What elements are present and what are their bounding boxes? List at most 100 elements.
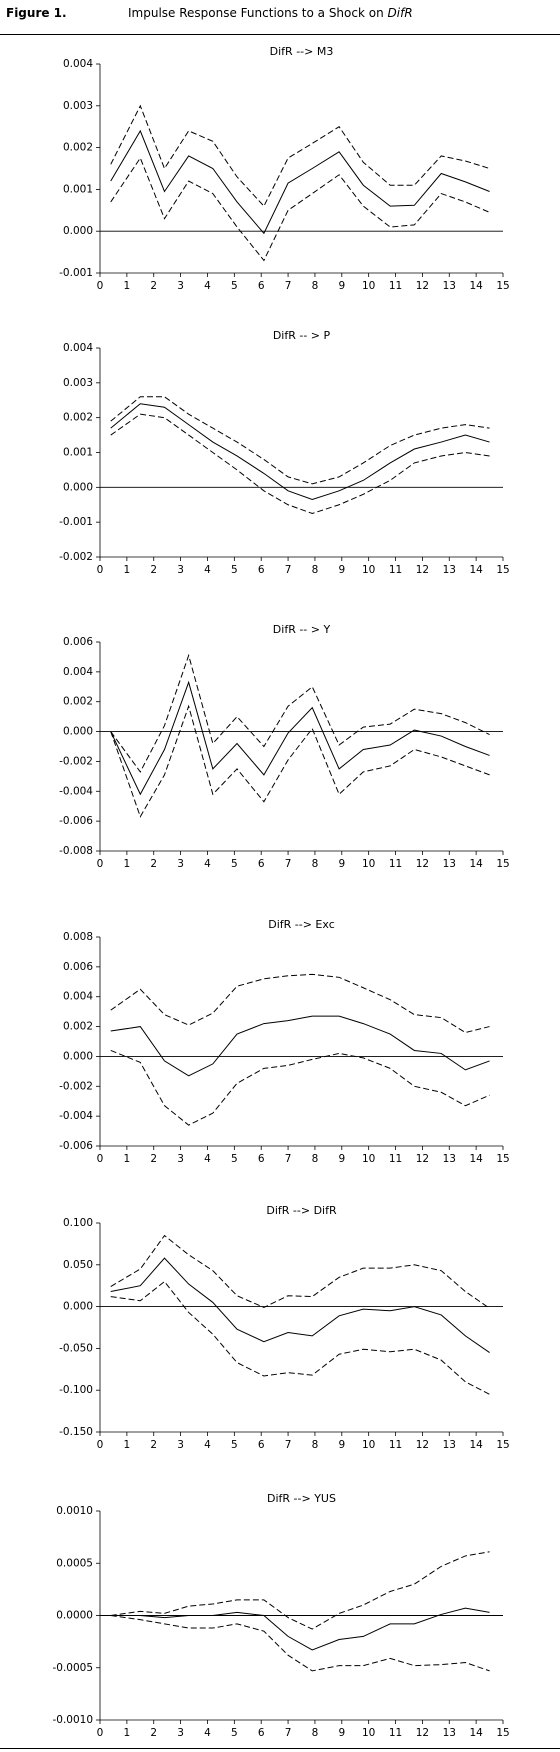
y-tick-label: 0.0000 [56,1610,93,1622]
x-tick-label: 3 [177,1439,184,1451]
x-tick-label: 7 [285,1153,292,1165]
x-tick-label: 15 [496,280,509,292]
x-tick-label: 13 [443,280,456,292]
x-tick-label: 13 [443,858,456,870]
x-tick-label: 3 [177,564,184,576]
x-tick-label: 1 [124,858,131,870]
y-tick-label: 0.0010 [56,1505,93,1517]
x-tick-label: 2 [150,1439,157,1451]
chart-title: DifR --> YUS [267,1492,336,1505]
x-tick-label: 15 [496,1439,509,1451]
x-tick-label: 14 [469,1153,483,1165]
x-tick-label: 6 [258,1439,265,1451]
y-tick-label: -0.002 [59,1080,93,1092]
x-tick-label: 12 [416,1153,429,1165]
y-tick-label: 0.000 [63,726,93,738]
x-tick-label: 3 [177,280,184,292]
x-tick-label: 9 [338,280,345,292]
x-tick-label: 3 [177,1727,184,1739]
figure-label: Figure 1. [6,6,67,20]
x-tick-label: 15 [496,1153,509,1165]
y-tick-label: 0.100 [63,1217,93,1229]
band-line [110,973,490,1034]
x-tick-label: 2 [150,564,157,576]
x-tick-label: 8 [312,858,319,870]
x-tick-label: 8 [312,1153,319,1165]
x-tick-label: 8 [312,564,319,576]
band-line [110,1049,490,1126]
y-tick-label: -0.001 [59,516,93,528]
y-tick-label: -0.002 [59,755,93,767]
x-tick-label: 10 [362,858,375,870]
x-tick-label: 2 [150,858,157,870]
x-tick-label: 2 [150,1727,157,1739]
y-tick-label: 0.050 [63,1259,93,1271]
y-tick-label: -0.006 [59,1140,93,1152]
band-line [110,653,490,773]
x-tick-label: 14 [469,280,483,292]
x-tick-label: 15 [496,1727,509,1739]
x-tick-label: 11 [389,1727,402,1739]
x-tick-label: 0 [97,564,104,576]
y-tick-label: 0.004 [63,666,93,678]
y-tick-label: 0.002 [63,142,93,154]
y-tick-label: -0.0010 [52,1714,93,1726]
x-tick-label: 14 [469,858,483,870]
x-tick-label: 10 [362,1153,375,1165]
x-tick-label: 15 [496,858,509,870]
chart-title: DifR -- > Y [273,623,331,636]
x-tick-label: 14 [469,1439,483,1451]
band-line [110,1615,490,1672]
y-tick-label: 0.004 [63,58,93,70]
y-tick-label: 0.001 [63,183,93,195]
x-tick-label: 12 [416,1727,429,1739]
y-tick-label: 0.004 [63,342,93,354]
x-tick-label: 5 [231,280,238,292]
x-tick-label: 6 [258,564,265,576]
x-tick-label: 12 [416,564,429,576]
bottom-rule [0,1748,560,1749]
figure-title-text: Impulse Response Functions to a Shock on [128,6,384,20]
x-tick-label: 1 [124,280,131,292]
band-line [110,704,490,818]
y-tick-label: 0.001 [63,447,93,459]
x-tick-label: 10 [362,564,375,576]
y-tick-label: -0.150 [59,1426,93,1438]
x-tick-label: 14 [469,1727,483,1739]
y-tick-label: 0.000 [63,1301,93,1313]
y-tick-label: -0.004 [59,785,93,797]
x-tick-label: 2 [150,1153,157,1165]
y-tick-label: 0.003 [63,377,93,389]
response-line [110,1257,490,1353]
figure-title-emphasis: DifR [387,6,413,20]
x-tick-label: 13 [443,564,456,576]
chart-title: DifR --> M3 [270,45,334,58]
x-tick-label: 12 [416,858,429,870]
response-line [110,1015,490,1077]
y-tick-label: 0.000 [63,1050,93,1062]
band-line [110,396,490,485]
y-tick-label: -0.050 [59,1342,93,1354]
x-tick-label: 13 [443,1439,456,1451]
x-tick-label: 4 [204,280,211,292]
x-tick-label: 11 [389,1153,402,1165]
x-tick-label: 10 [362,1727,375,1739]
x-tick-label: 11 [389,858,402,870]
x-tick-label: 9 [338,564,345,576]
y-tick-label: -0.008 [59,845,93,857]
x-tick-label: 1 [124,1727,131,1739]
x-tick-label: 7 [285,564,292,576]
y-tick-label: 0.003 [63,100,93,112]
response-line [110,403,490,501]
x-tick-label: 11 [389,564,402,576]
x-tick-label: 8 [312,280,319,292]
x-tick-label: 13 [443,1727,456,1739]
y-tick-label: 0.002 [63,696,93,708]
y-tick-label: 0.000 [63,481,93,493]
figure-title: Impulse Response Functions to a Shock on… [128,6,413,20]
x-tick-label: 6 [258,280,265,292]
x-tick-label: 4 [204,564,211,576]
band-line [110,413,490,514]
x-tick-label: 9 [338,1153,345,1165]
x-tick-label: 7 [285,1439,292,1451]
